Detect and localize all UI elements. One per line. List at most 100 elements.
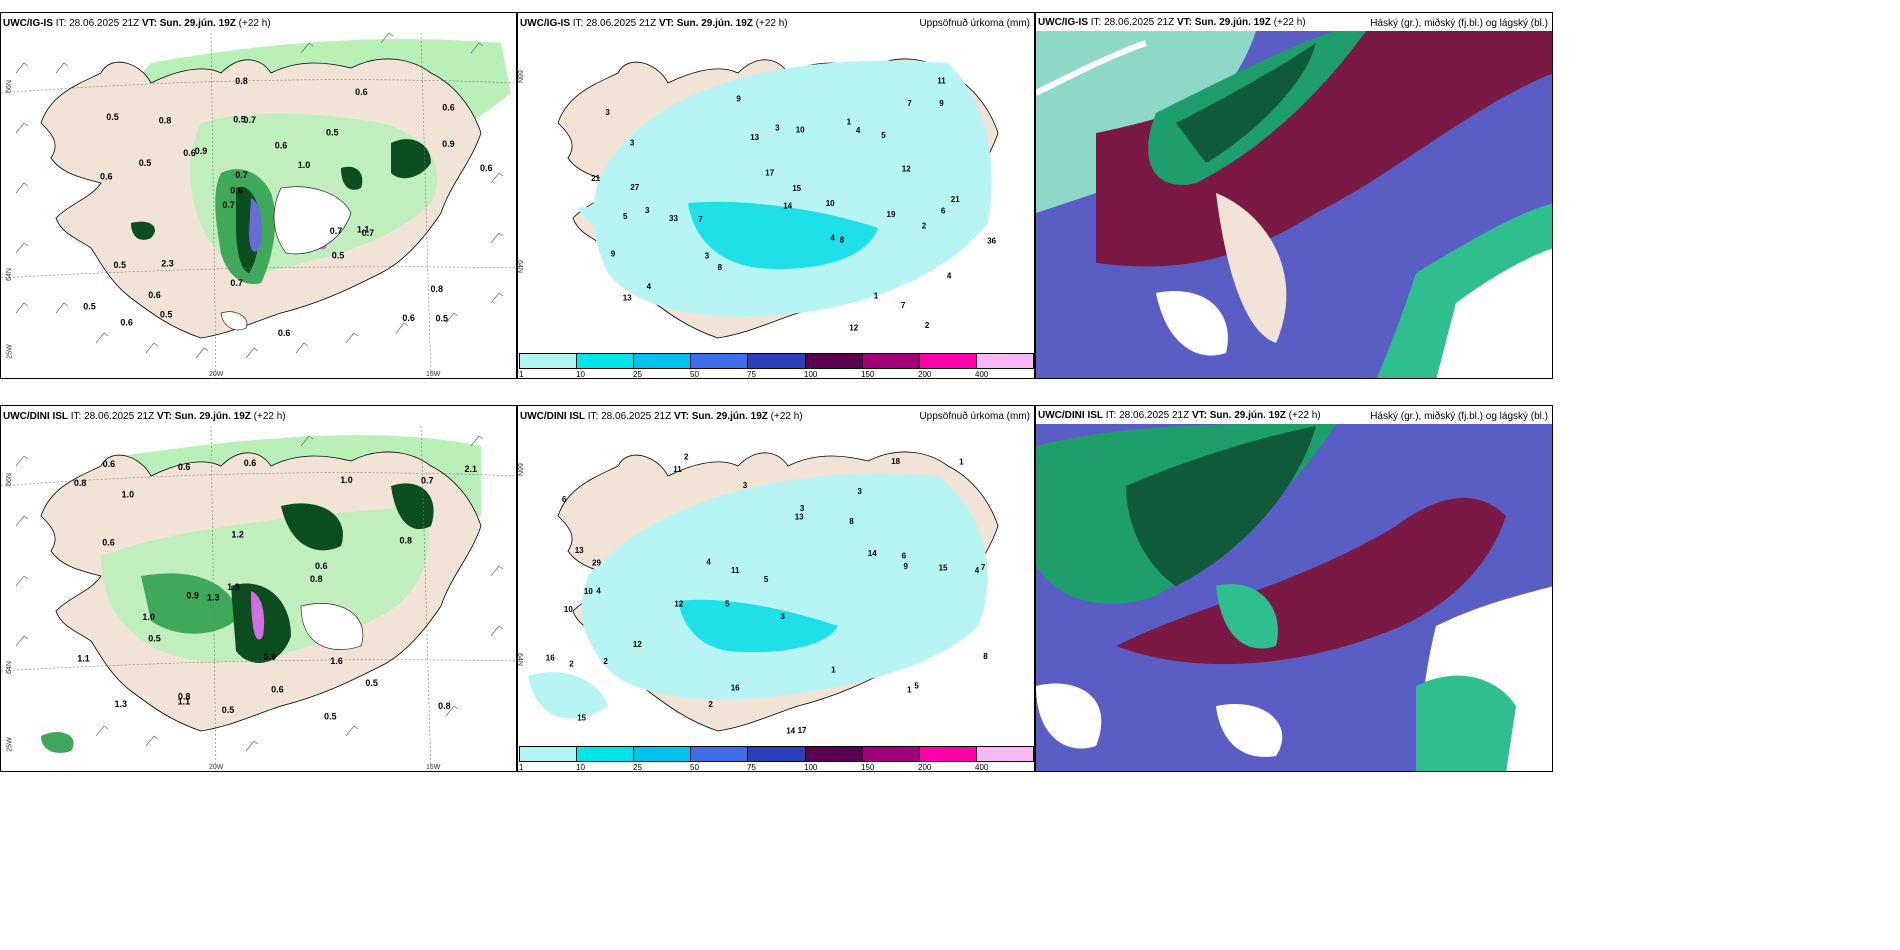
wind-value-label: 0.8 — [74, 478, 87, 488]
precip-panel-row2: UWC/DINI ISL IT: 28.06.2025 21Z VT: Sun.… — [517, 405, 1035, 772]
wind-value-label: 0.7 — [330, 226, 343, 236]
precip-value-label: 14 — [868, 549, 877, 558]
wind-value-label: 0.6 — [355, 87, 368, 97]
wind-value-label: 0.5 — [160, 310, 173, 320]
precip-value-label: 21 — [951, 195, 960, 204]
precip-value-label: 10 — [564, 605, 573, 614]
colorbar-seg — [862, 354, 920, 368]
precip-value-label: 12 — [902, 165, 911, 174]
wind-value-label: 0.7 — [222, 200, 235, 210]
colorbar-seg — [919, 354, 977, 368]
lon-label-25: 25W — [6, 344, 14, 359]
colorbar-seg — [634, 354, 692, 368]
wind-value-label: 0.6 — [103, 459, 116, 469]
wind-value-label: 1.1 — [77, 654, 90, 664]
precip-value-label: 4 — [647, 282, 652, 291]
precip-value-label: 3 — [775, 124, 780, 133]
precip-value-label: 3 — [800, 504, 805, 513]
cb-label: 50 — [690, 370, 699, 379]
wind-value-label: 0.6 — [442, 103, 455, 113]
panel-title-right: Háský (gr.), miðský (fj.bl.) og lágský (… — [1370, 411, 1548, 422]
precip-value-label: 9 — [904, 562, 909, 571]
wind-value-label: 1.3 — [115, 699, 128, 709]
lat-label-66: 66N — [5, 473, 13, 486]
colorbar-seg — [805, 747, 863, 761]
precip-value-label: 7 — [901, 301, 906, 310]
precip-value-label: 3 — [857, 487, 862, 496]
precip-value-label: 9 — [939, 99, 944, 108]
cb-label: 50 — [690, 763, 699, 772]
wind-value-label: 1.0 — [340, 475, 353, 485]
wind-value-label: 0.5 — [324, 711, 337, 721]
precip-value-label: 2 — [603, 657, 608, 666]
precip-value-label: 5 — [764, 575, 769, 584]
colorbar-seg — [748, 747, 806, 761]
wind-value-label: 0.9 — [195, 146, 208, 156]
precip-value-label: 8 — [718, 263, 723, 272]
precip-value-label: 8 — [849, 517, 854, 526]
wind-value-label: 0.6 — [402, 313, 415, 323]
precip-value-label: 14 — [786, 727, 795, 736]
precip-value-label: 8 — [983, 652, 988, 661]
cb-label: 400 — [975, 763, 989, 772]
lon-label-20: 20W — [209, 371, 224, 378]
wind-value-label: 0.7 — [421, 476, 434, 486]
wind-value-label: 0.5 — [436, 313, 449, 323]
wind-value-label: 0.7 — [362, 228, 375, 238]
wind-map: 0.50.60.60.70.50.60.50.60.50.90.50.60.71… — [1, 32, 516, 378]
lat-label-64: 64N — [5, 661, 13, 674]
wind-value-label: 0.8 — [400, 536, 413, 546]
lat-label-66: 66N — [5, 80, 13, 93]
precip-value-label: 4 — [830, 234, 835, 243]
cloud-map — [1036, 424, 1552, 771]
precip-value-label: 13 — [623, 294, 632, 303]
wind-value-label: 0.5 — [83, 302, 96, 312]
precip-value-label: 16 — [546, 653, 555, 662]
precip-value-label: 3 — [645, 206, 650, 215]
cloud-panel-row1: UWC/IG-IS IT: 28.06.2025 21Z VT: Sun. 29… — [1035, 12, 1553, 379]
colorbar-labels: 1 10 25 50 75 100 150 200 400 — [519, 763, 1034, 772]
wind-value-label: 0.6 — [271, 685, 284, 695]
colorbar-seg — [748, 354, 806, 368]
wind-value-label: 1.6 — [330, 656, 343, 666]
precip-value-label: 1 — [874, 291, 879, 300]
wind-value-label: 0.9 — [186, 591, 199, 601]
precip-value-label: 15 — [939, 564, 948, 573]
colorbar-seg — [976, 747, 1033, 761]
precip-value-label: 18 — [891, 457, 900, 466]
panel-header: UWC/IG-IS IT: 28.06.2025 21Z VT: Sun. 29… — [3, 18, 271, 29]
precip-value-label: 2 — [925, 321, 930, 330]
wind-value-label: 1.1 — [178, 697, 191, 707]
wind-value-label: 0.6 — [183, 148, 196, 158]
panel-header: UWC/IG-IS IT: 28.06.2025 21Z VT: Sun. 29… — [520, 18, 788, 29]
colorbar-seg — [976, 354, 1033, 368]
precip-value-label: 7 — [698, 215, 703, 224]
precip-value-label: 1 — [907, 686, 912, 695]
precip-value-label: 3 — [743, 481, 748, 490]
wind-value-label: 0.6 — [480, 163, 493, 173]
lon-label-25: 25W — [6, 737, 14, 752]
precip-value-label: 29 — [592, 558, 601, 567]
wind-value-label: 0.5 — [326, 127, 339, 137]
colorbar-seg — [919, 747, 977, 761]
wind-value-label: 0.6 — [120, 318, 133, 328]
cb-label: 200 — [918, 763, 932, 772]
precip-colorbar — [519, 353, 1034, 369]
wind-value-label: 1.3 — [227, 582, 240, 592]
lat-label-66: 66N — [517, 70, 523, 83]
lon-label-20: 20W — [209, 764, 224, 771]
cb-label: 150 — [861, 370, 875, 379]
wind-value-label: 0.8 — [178, 692, 191, 702]
cb-label: 75 — [747, 370, 756, 379]
wind-value-label: 1.1 — [357, 224, 370, 234]
colorbar-seg — [577, 354, 635, 368]
lat-label-64: 64N — [517, 260, 523, 273]
wind-value-label: 0.5 — [106, 112, 119, 122]
wind-value-label: 0.5 — [365, 678, 378, 688]
precip-value-label: 9 — [736, 94, 741, 103]
wind-value-label: 0.6 — [278, 328, 291, 338]
wind-value-label: 0.6 — [102, 538, 115, 548]
precip-value-label: 15 — [792, 184, 801, 193]
colorbar-seg — [691, 747, 749, 761]
